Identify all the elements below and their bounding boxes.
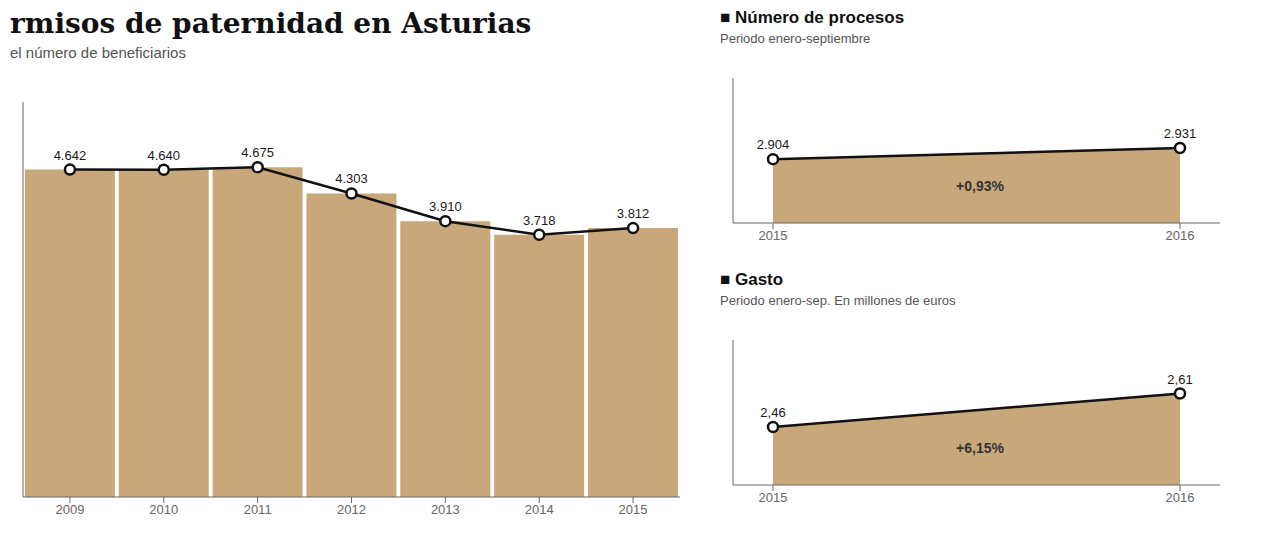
svg-text:4.303: 4.303	[335, 171, 368, 186]
svg-text:2015: 2015	[759, 228, 788, 243]
html-text:el número de beneficiarios: el número de beneficiarios	[10, 44, 186, 61]
svg-text:2009: 2009	[55, 502, 84, 517]
html-text:Periodo enero-sep. En millones: Periodo enero-sep. En millones de euros	[720, 293, 956, 308]
svg-text:2011: 2011	[244, 502, 272, 517]
svg-text:2.931: 2.931	[1164, 126, 1197, 141]
svg-text:4.640: 4.640	[148, 148, 181, 163]
svg-text:4.642: 4.642	[54, 148, 87, 163]
html-text:Periodo enero-septiembre: Periodo enero-septiembre	[720, 31, 871, 46]
svg-text:2,46: 2,46	[760, 405, 785, 420]
svg-text:2010: 2010	[149, 502, 178, 517]
svg-text:2016: 2016	[1166, 490, 1195, 505]
svg-text:3.910: 3.910	[429, 199, 462, 214]
svg-text:2015: 2015	[759, 490, 788, 505]
svg-text:2013: 2013	[431, 502, 460, 517]
svg-text:2014: 2014	[525, 502, 554, 517]
svg-text:4.675: 4.675	[241, 145, 274, 160]
svg-text:3.718: 3.718	[523, 213, 556, 228]
svg-text:2,61: 2,61	[1167, 372, 1192, 387]
svg-text:2016: 2016	[1166, 228, 1195, 243]
html-text:+0,93%: +0,93%	[956, 178, 1004, 195]
html-text:■ Gasto: ■ Gasto	[720, 270, 784, 289]
html-text:rmisos de paternidad en Asturi: rmisos de paternidad en Asturias	[10, 7, 532, 40]
svg-text:3.812: 3.812	[617, 206, 650, 221]
svg-text:2015: 2015	[619, 502, 648, 517]
html-text:■ Número de procesos: ■ Número de procesos	[720, 8, 905, 27]
svg-text:2012: 2012	[337, 502, 366, 517]
svg-text:2.904: 2.904	[757, 137, 790, 152]
html-text:+6,15%: +6,15%	[956, 440, 1004, 457]
